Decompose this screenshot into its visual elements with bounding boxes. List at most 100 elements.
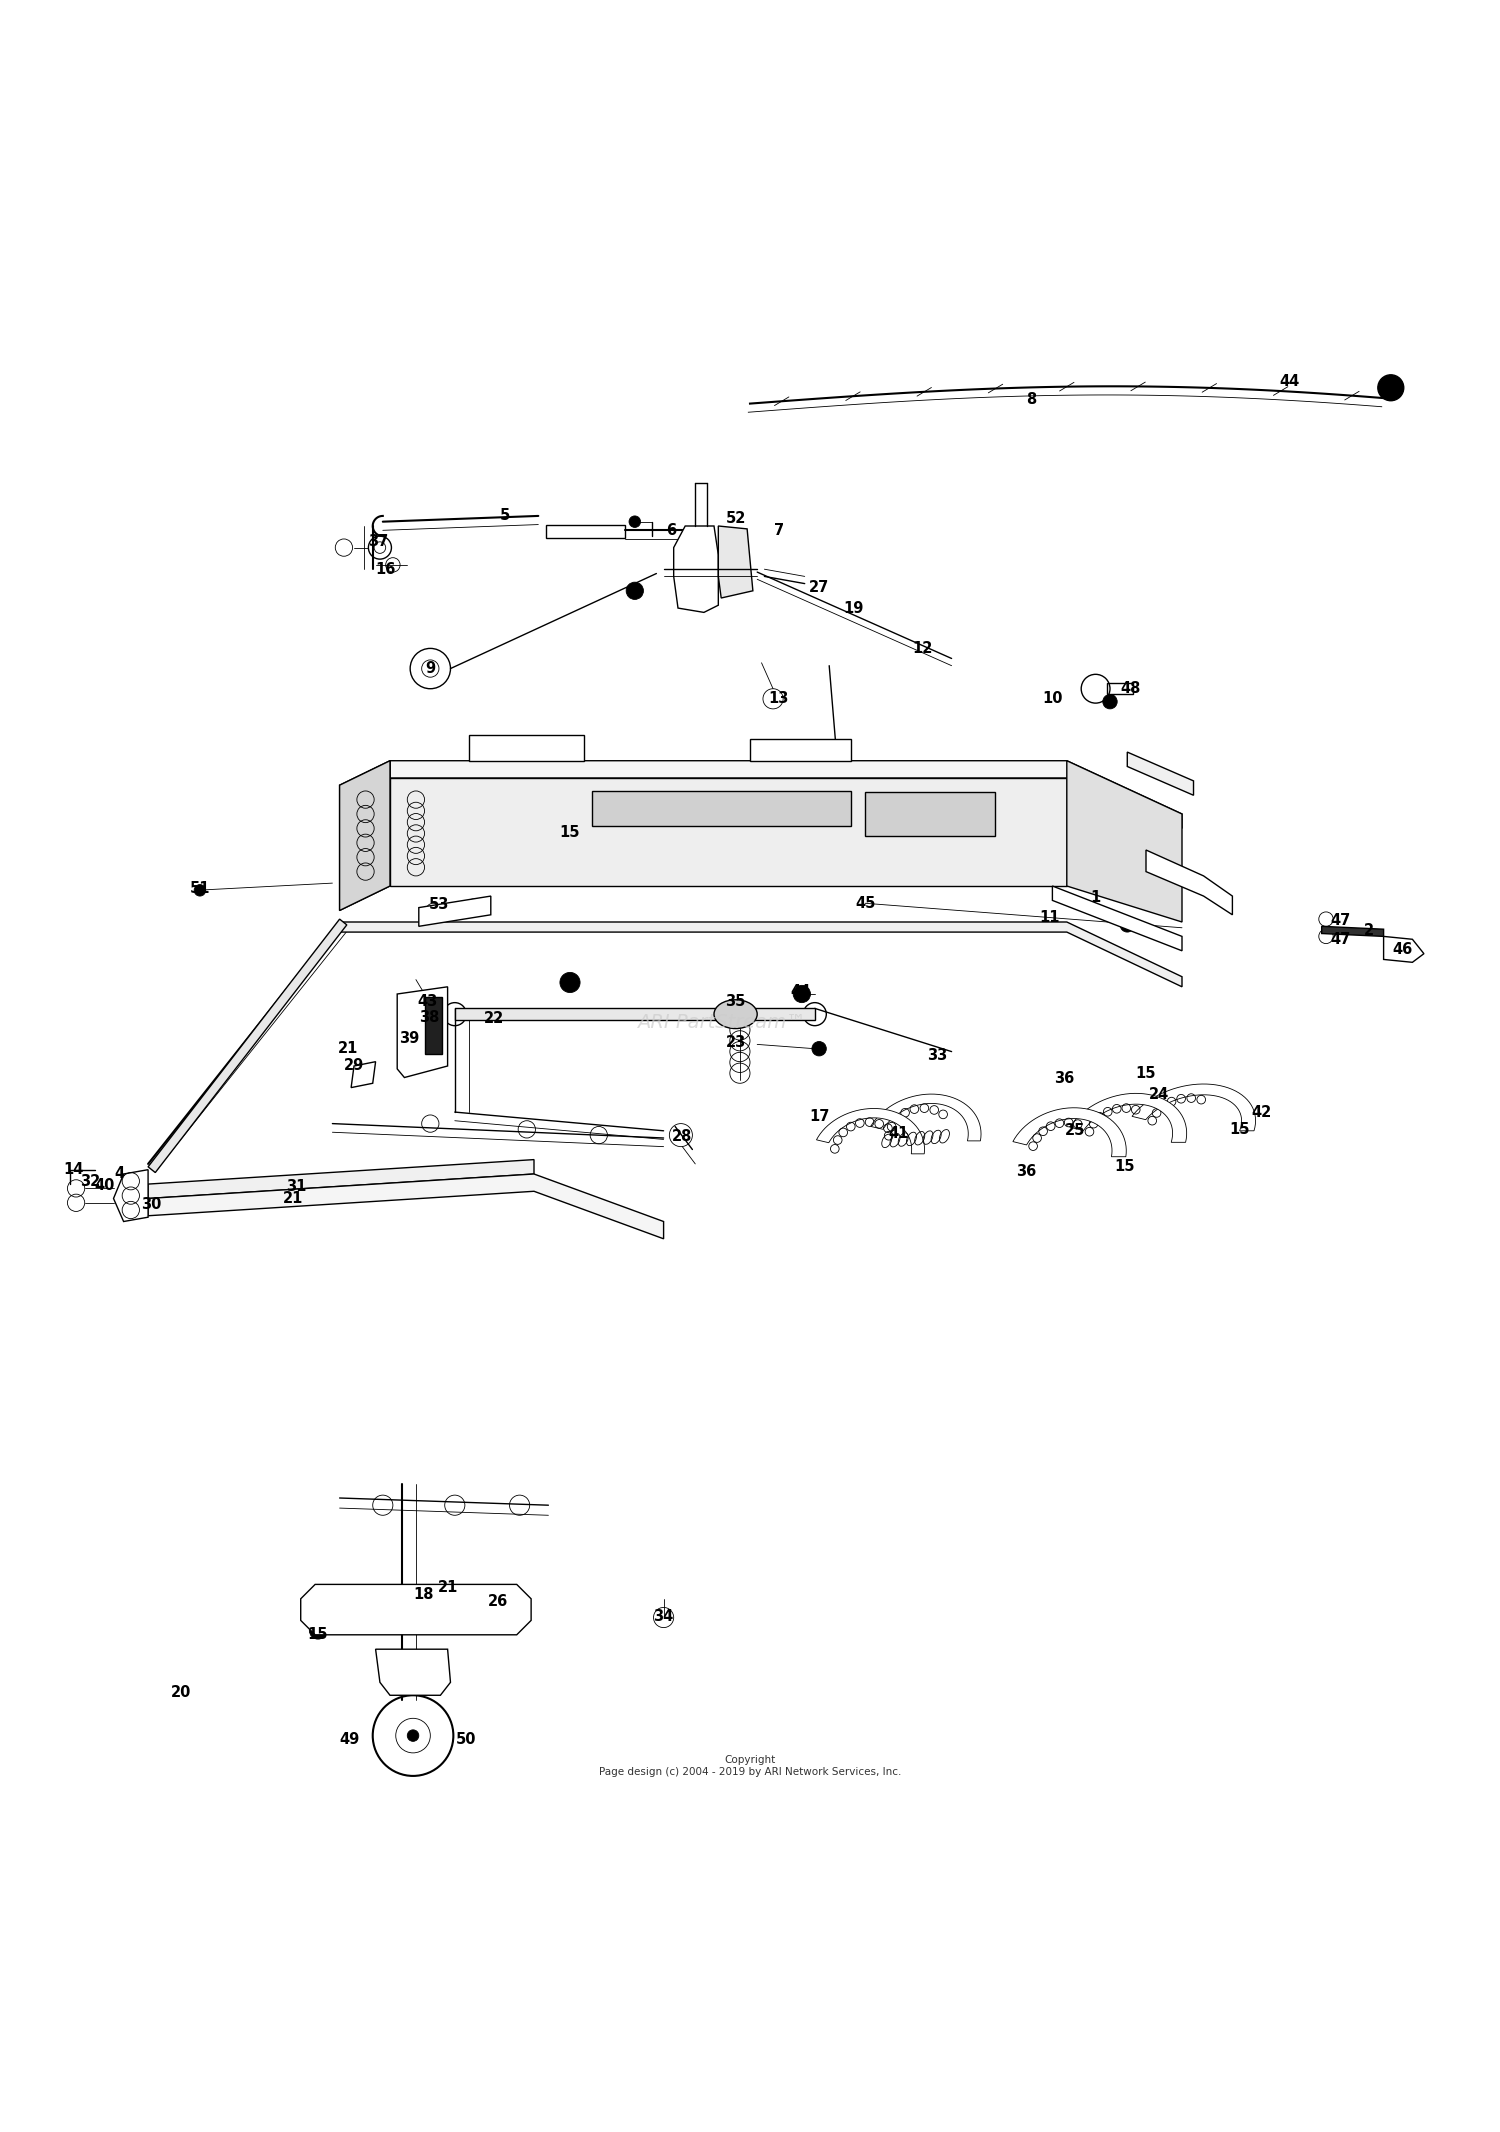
Polygon shape <box>1146 851 1233 915</box>
Polygon shape <box>718 527 753 597</box>
Text: 22: 22 <box>483 1011 504 1025</box>
Polygon shape <box>1322 925 1383 936</box>
Text: 12: 12 <box>912 642 933 657</box>
Text: 51: 51 <box>189 881 210 895</box>
Text: 32: 32 <box>81 1175 100 1190</box>
Polygon shape <box>1383 936 1423 962</box>
Text: 47: 47 <box>1330 932 1350 947</box>
Text: 21: 21 <box>284 1192 303 1207</box>
Text: 25: 25 <box>1065 1124 1086 1138</box>
Text: 47: 47 <box>1330 912 1350 927</box>
Text: 15: 15 <box>560 825 580 840</box>
Text: 15: 15 <box>1114 1160 1134 1175</box>
Polygon shape <box>816 1109 924 1153</box>
Text: 27: 27 <box>808 580 830 595</box>
Bar <box>591 791 850 825</box>
Circle shape <box>1120 917 1134 932</box>
Text: 41: 41 <box>888 1126 909 1141</box>
Text: 15: 15 <box>1230 1121 1250 1136</box>
Text: 2: 2 <box>1364 923 1374 938</box>
Circle shape <box>1378 375 1404 401</box>
Text: 37: 37 <box>369 535 388 550</box>
Text: 24: 24 <box>1149 1087 1168 1102</box>
Text: 30: 30 <box>141 1196 160 1211</box>
Polygon shape <box>398 987 447 1077</box>
Text: 7: 7 <box>774 522 784 537</box>
Polygon shape <box>114 1170 148 1222</box>
Polygon shape <box>375 1650 450 1695</box>
Text: 29: 29 <box>344 1057 364 1075</box>
Text: 15: 15 <box>308 1627 328 1642</box>
Polygon shape <box>351 1062 375 1087</box>
Circle shape <box>560 972 580 994</box>
Polygon shape <box>148 919 346 1173</box>
Polygon shape <box>339 761 390 910</box>
Text: 15: 15 <box>1136 1066 1156 1081</box>
Polygon shape <box>870 1094 981 1141</box>
Text: 8: 8 <box>1026 392 1036 407</box>
Text: 9: 9 <box>1106 695 1114 710</box>
Polygon shape <box>674 527 718 612</box>
Polygon shape <box>1013 1109 1126 1158</box>
Text: 9: 9 <box>426 661 435 676</box>
Text: 42: 42 <box>1251 1104 1272 1119</box>
Text: 49: 49 <box>339 1733 360 1748</box>
Text: 40: 40 <box>94 1179 116 1194</box>
Polygon shape <box>1070 1094 1186 1143</box>
Text: 39: 39 <box>399 1032 418 1047</box>
Bar <box>424 998 442 1055</box>
Text: 33: 33 <box>927 1049 948 1064</box>
Text: 50: 50 <box>456 1733 477 1748</box>
Text: 36: 36 <box>1054 1072 1074 1087</box>
Polygon shape <box>454 1008 814 1019</box>
Polygon shape <box>1128 753 1194 795</box>
Bar <box>470 736 585 761</box>
Polygon shape <box>419 895 491 925</box>
Text: 21: 21 <box>338 1040 358 1055</box>
Text: 5: 5 <box>500 507 510 524</box>
Circle shape <box>628 516 640 527</box>
Text: 16: 16 <box>375 561 396 576</box>
Circle shape <box>309 1622 327 1640</box>
Polygon shape <box>1053 887 1182 951</box>
Text: 28: 28 <box>672 1130 693 1145</box>
Text: 44: 44 <box>790 983 810 998</box>
Text: 35: 35 <box>726 994 746 1008</box>
Text: 20: 20 <box>171 1684 192 1699</box>
Text: 19: 19 <box>843 601 864 616</box>
Ellipse shape <box>714 1000 758 1028</box>
Text: 26: 26 <box>488 1595 508 1610</box>
Text: 34: 34 <box>654 1608 674 1625</box>
Circle shape <box>194 885 206 895</box>
Polygon shape <box>148 1160 534 1198</box>
Text: 38: 38 <box>419 1011 440 1025</box>
Text: 43: 43 <box>417 994 438 1008</box>
Text: 53: 53 <box>429 898 448 912</box>
Text: ARI PartStream™: ARI PartStream™ <box>638 1013 806 1032</box>
Bar <box>750 740 850 761</box>
Text: 23: 23 <box>726 1036 746 1051</box>
Text: 14: 14 <box>63 1162 84 1177</box>
Text: 10: 10 <box>1042 691 1062 706</box>
Bar <box>1107 682 1132 695</box>
Text: 46: 46 <box>1392 942 1413 957</box>
Text: 21: 21 <box>438 1580 458 1595</box>
Text: 17: 17 <box>808 1109 830 1124</box>
Polygon shape <box>1132 1083 1256 1130</box>
Polygon shape <box>1066 761 1182 921</box>
Text: 31: 31 <box>286 1179 306 1194</box>
Polygon shape <box>390 761 1182 829</box>
Text: 18: 18 <box>413 1586 434 1601</box>
Text: 6: 6 <box>666 522 676 537</box>
Polygon shape <box>148 1175 663 1239</box>
Text: 13: 13 <box>768 691 789 706</box>
Text: 48: 48 <box>1120 682 1140 697</box>
Text: Copyright: Copyright <box>724 1755 776 1765</box>
Circle shape <box>1102 695 1118 708</box>
Bar <box>865 793 994 836</box>
Polygon shape <box>339 761 390 910</box>
Circle shape <box>626 582 644 599</box>
Circle shape <box>408 1729 419 1742</box>
Text: 1: 1 <box>1090 889 1101 904</box>
Text: 36: 36 <box>1017 1164 1036 1179</box>
